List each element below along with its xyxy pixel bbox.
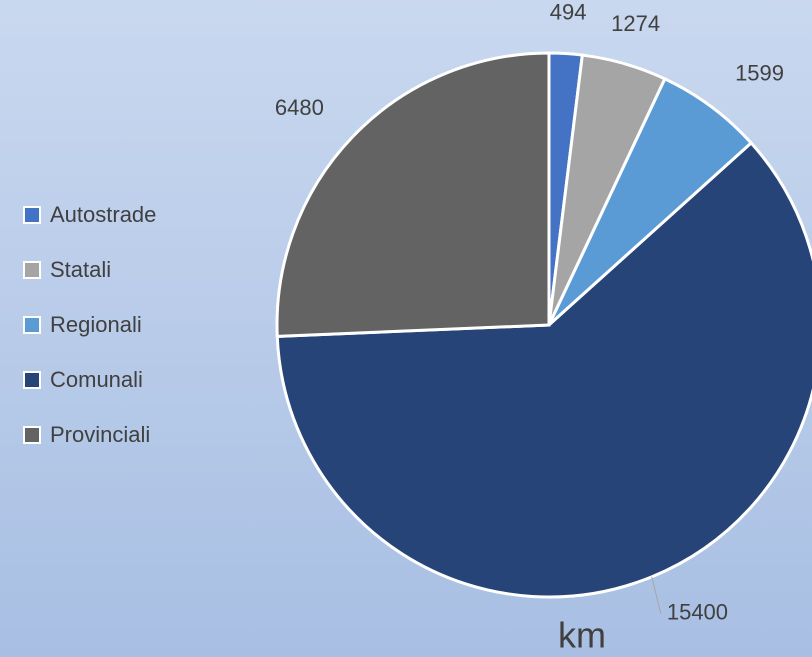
legend-swatch <box>23 371 41 389</box>
chart-title: km <box>558 615 606 656</box>
legend-swatch <box>23 426 41 444</box>
leader-line <box>651 576 662 615</box>
pie-slice <box>275 140 812 599</box>
legend-label: Autostrade <box>50 202 156 227</box>
legend-label: Regionali <box>50 312 142 337</box>
legend-swatch <box>23 261 41 279</box>
data-label: 15400 <box>667 600 728 625</box>
legend-swatch <box>23 206 41 224</box>
data-label: 1599 <box>735 60 784 85</box>
data-label: 494 <box>550 0 587 24</box>
legend-label: Statali <box>50 257 111 282</box>
legend-swatch <box>23 316 41 334</box>
legend-label: Provinciali <box>50 422 150 447</box>
legend-label: Comunali <box>50 367 143 392</box>
legend: Autostrade Statali Regionali Comunali Provin… <box>23 202 156 447</box>
pie: 494 1274 1599 15400 6480 <box>275 0 812 625</box>
pie-slice <box>275 51 551 338</box>
data-label: 6480 <box>275 95 324 120</box>
data-label: 1274 <box>611 11 660 36</box>
